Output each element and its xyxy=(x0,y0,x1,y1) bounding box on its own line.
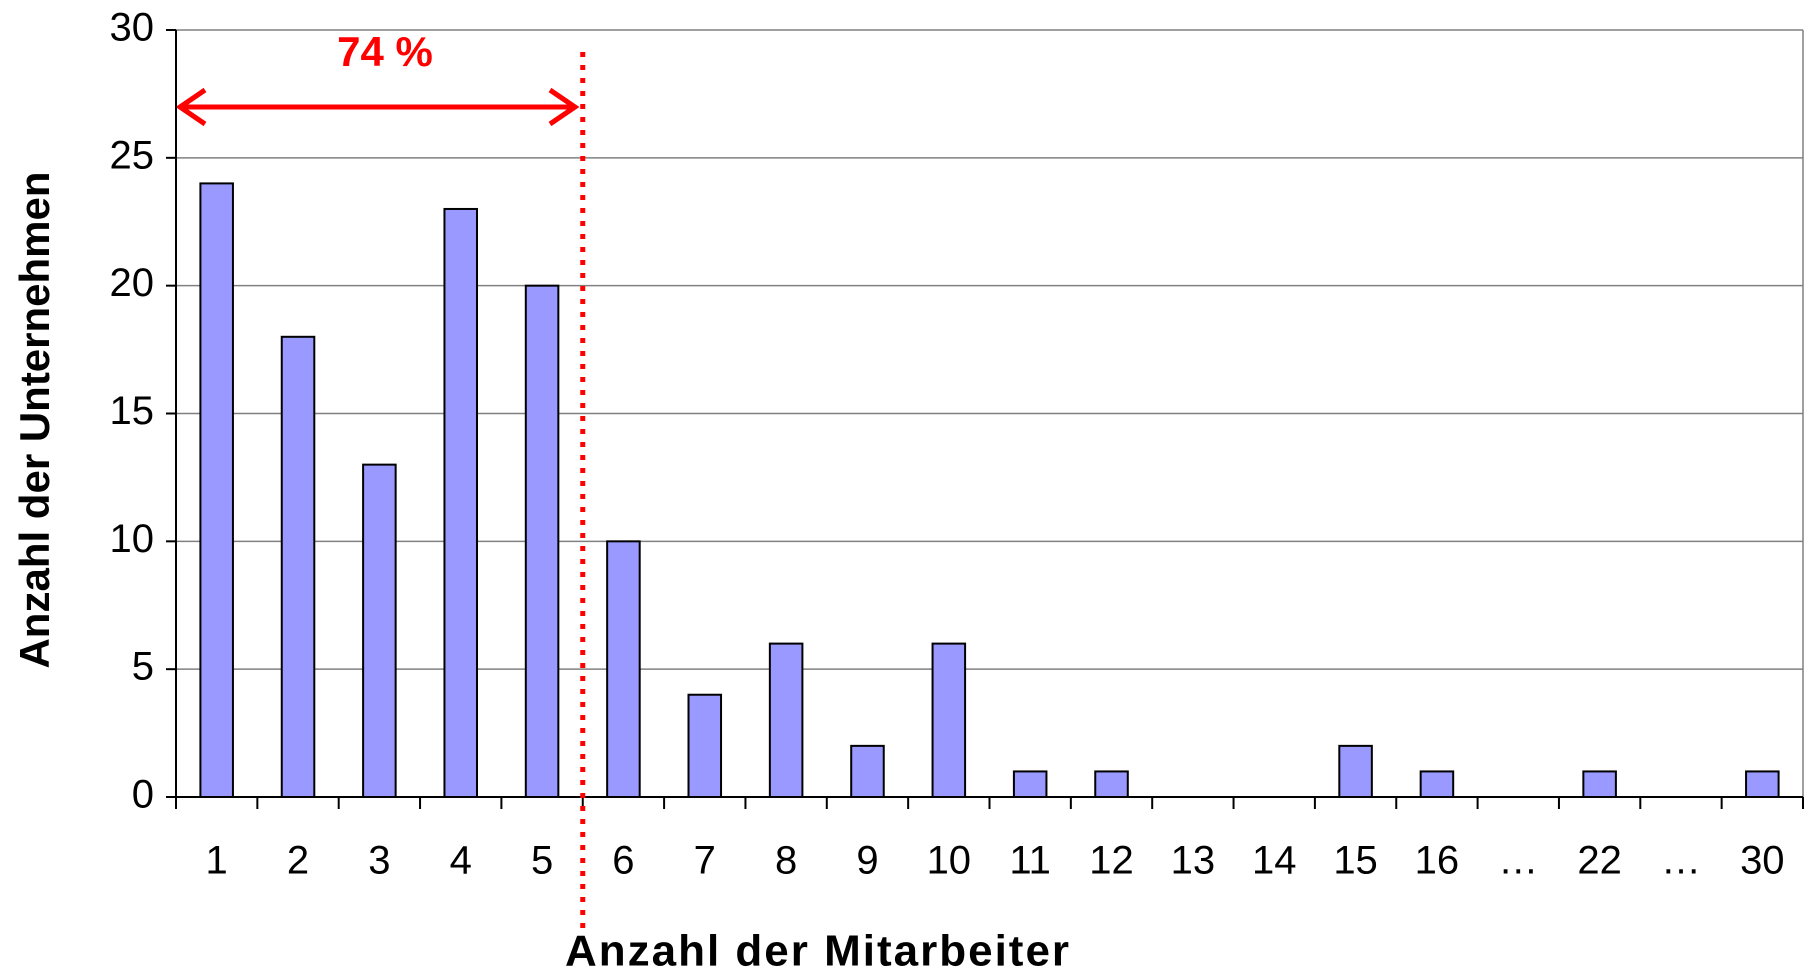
x-tick-label: 10 xyxy=(927,839,972,883)
y-tick-label: 20 xyxy=(110,261,155,305)
bar xyxy=(931,642,967,798)
x-tick-label: 30 xyxy=(1740,839,1785,883)
x-tick-label: 1 xyxy=(206,839,228,883)
bar xyxy=(687,693,723,799)
x-tick-label: 9 xyxy=(856,839,878,883)
x-tick-label: … xyxy=(1498,839,1538,883)
y-tick-label: 0 xyxy=(132,773,154,817)
x-tick-label: 15 xyxy=(1333,839,1378,883)
x-tick-label: 12 xyxy=(1089,839,1134,883)
bar xyxy=(362,463,397,798)
x-tick-label: 3 xyxy=(368,839,390,883)
y-axis-title: Anzahl der Unternehmen xyxy=(11,171,58,668)
bar xyxy=(850,744,885,798)
x-tick-label: 8 xyxy=(775,839,797,883)
x-tick-label: 6 xyxy=(612,839,634,883)
bar xyxy=(524,284,560,798)
bar xyxy=(1338,744,1373,798)
x-tick-label: 2 xyxy=(287,839,309,883)
annotation-arrow xyxy=(175,87,580,127)
bar xyxy=(1745,770,1780,799)
bar xyxy=(443,207,478,798)
bar xyxy=(1012,770,1048,799)
x-tick-label: 22 xyxy=(1577,839,1622,883)
x-tick-label: 14 xyxy=(1252,839,1297,883)
bar xyxy=(768,642,804,798)
x-tick-label: … xyxy=(1661,839,1701,883)
bar xyxy=(1419,770,1455,799)
y-tick-label: 10 xyxy=(110,517,155,561)
bar xyxy=(1582,770,1617,799)
y-tick-label: 15 xyxy=(110,389,155,433)
y-tick-label: 5 xyxy=(132,645,154,689)
x-axis-title: Anzahl der Mitarbeiter xyxy=(565,927,1071,971)
x-tick-label: 13 xyxy=(1171,839,1216,883)
x-tick-label: 5 xyxy=(531,839,553,883)
x-tick-label: 4 xyxy=(450,839,472,883)
x-tick-label: 16 xyxy=(1415,839,1460,883)
bar xyxy=(1094,770,1129,799)
bar xyxy=(606,540,641,798)
annotation: 74 % xyxy=(337,28,433,75)
x-tick-label: 11 xyxy=(1009,839,1051,883)
bar xyxy=(199,182,234,798)
bar xyxy=(280,335,316,798)
y-tick-label: 25 xyxy=(110,133,155,177)
x-tick-label: 7 xyxy=(694,839,716,883)
y-tick-label: 30 xyxy=(110,6,155,50)
